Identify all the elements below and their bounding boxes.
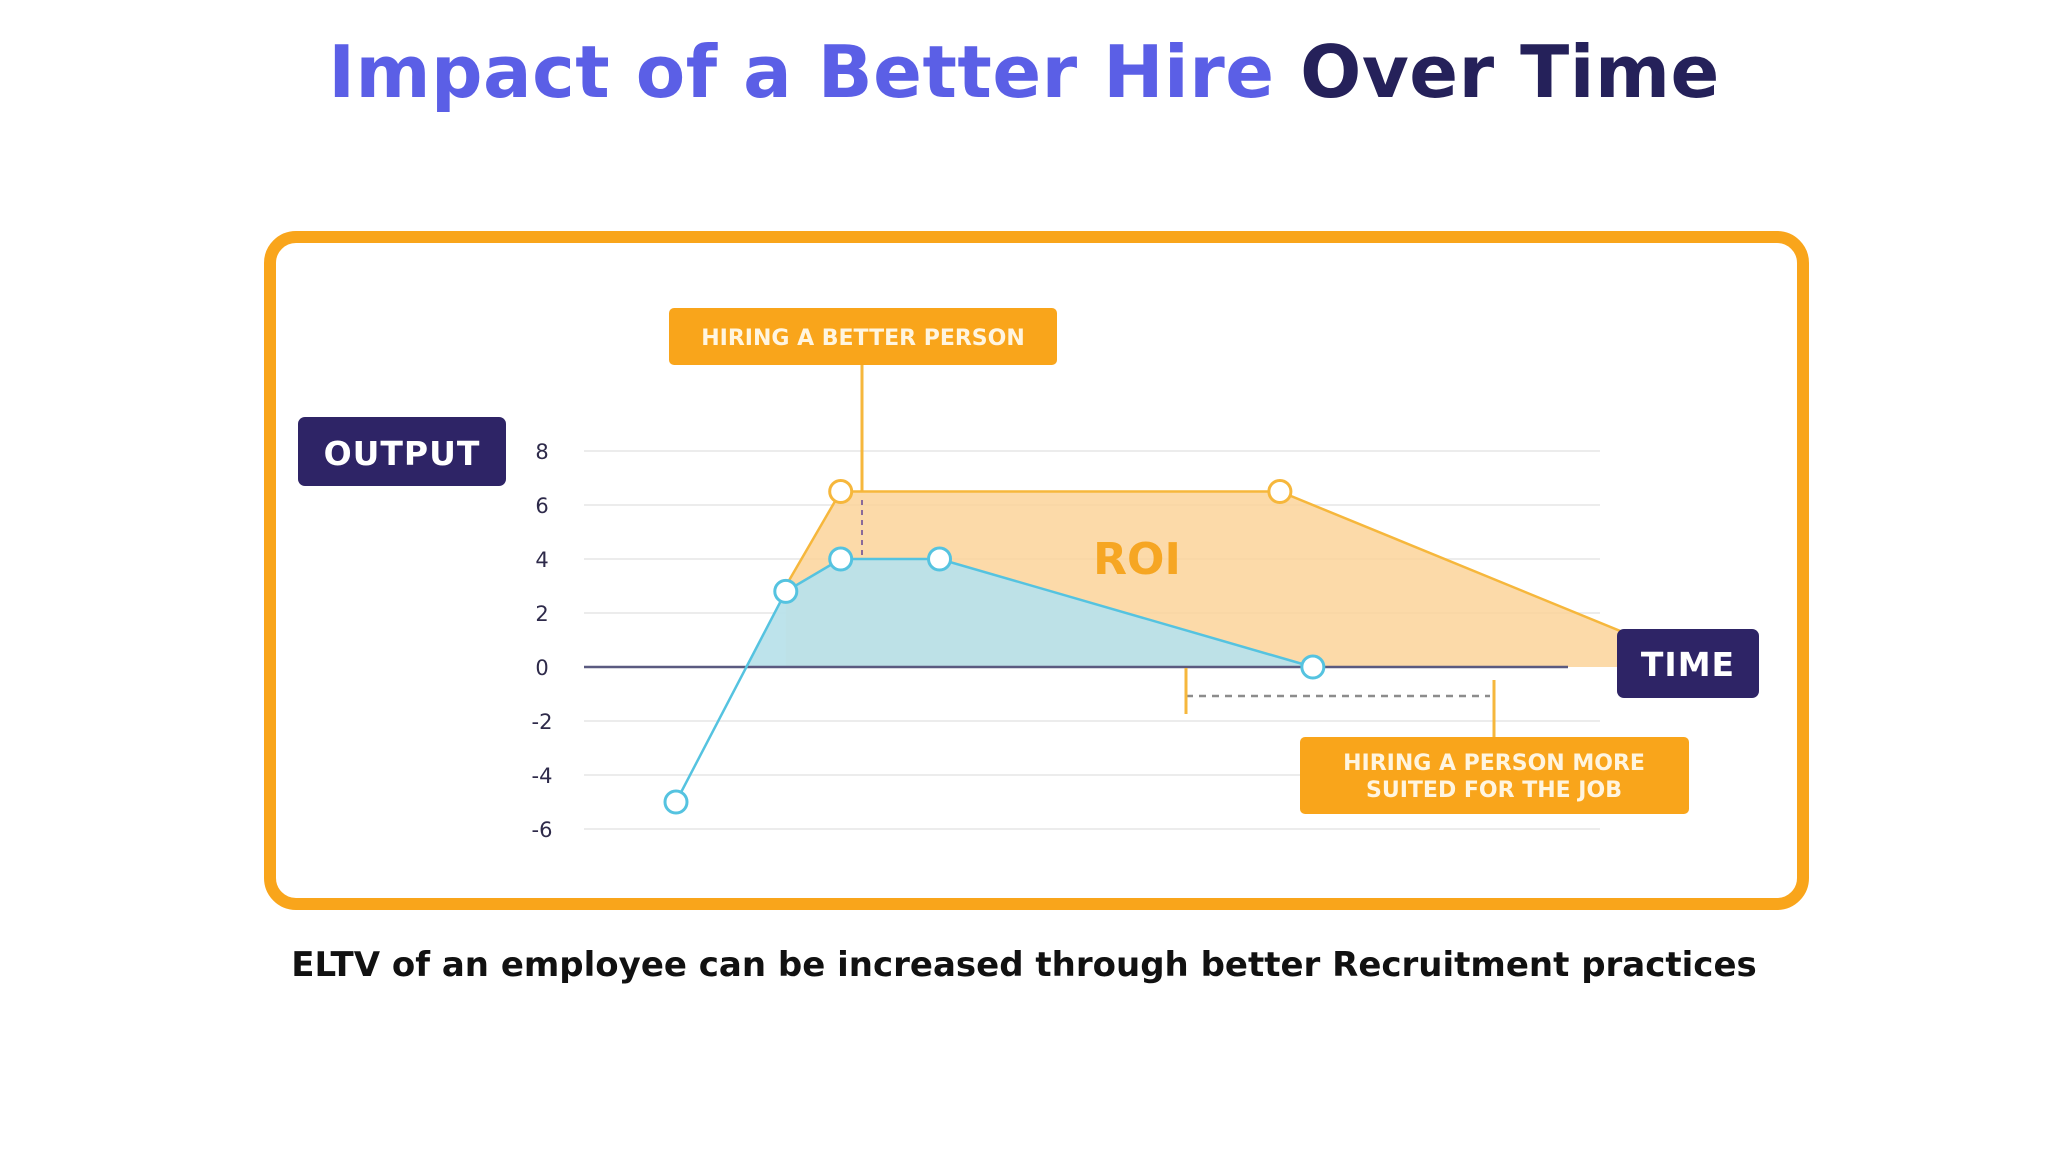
baseline-hire-point bbox=[773, 578, 799, 604]
y-ticks: 8 6 4 2 0 -2 -4 -6 bbox=[532, 440, 553, 842]
better-hire-point bbox=[828, 479, 854, 504]
better-person-label: HIRING A BETTER PERSON bbox=[701, 326, 1025, 351]
y-tick-label: 8 bbox=[535, 440, 548, 464]
time-label: TIME bbox=[1617, 629, 1759, 698]
baseline-hire-point bbox=[828, 546, 854, 572]
x-axis-label: TIME bbox=[1641, 645, 1735, 684]
suited-person-label-line2: SUITED FOR THE JOB bbox=[1366, 778, 1622, 803]
better-hire-point bbox=[1267, 479, 1293, 504]
y-tick-label: 6 bbox=[535, 494, 548, 518]
y-tick-label: -6 bbox=[532, 818, 553, 842]
suited-person-callout: HIRING A PERSON MORE SUITED FOR THE JOB bbox=[1300, 737, 1689, 814]
page-title: Impact of a Better Hire Over Time bbox=[0, 24, 2048, 120]
title-highlight: Impact of a Better Hire bbox=[328, 30, 1275, 114]
guides bbox=[860, 364, 1496, 738]
y-tick-label: -4 bbox=[532, 764, 553, 788]
y-tick-label: 0 bbox=[535, 656, 548, 680]
suited-person-label: HIRING A PERSON MORE SUITED FOR THE JOB bbox=[1343, 751, 1645, 803]
baseline-hire-area bbox=[746, 559, 1313, 667]
baseline-hire-point bbox=[927, 546, 953, 572]
y-axis-label: OUTPUT bbox=[324, 434, 481, 473]
baseline-hire-point bbox=[663, 789, 689, 815]
roi-label: ROI bbox=[1093, 534, 1181, 585]
better-person-callout: HIRING A BETTER PERSON bbox=[669, 308, 1057, 365]
y-tick-label: 2 bbox=[535, 602, 548, 626]
output-label: OUTPUT bbox=[298, 417, 506, 486]
caption: ELTV of an employee can be increased thr… bbox=[291, 945, 1757, 985]
suited-person-label-line1: HIRING A PERSON MORE bbox=[1343, 751, 1645, 776]
baseline-hire-point bbox=[1300, 654, 1326, 680]
y-tick-label: -2 bbox=[532, 710, 553, 734]
title-rest: Over Time bbox=[1300, 30, 1720, 114]
y-tick-label: 4 bbox=[535, 548, 548, 572]
areas bbox=[584, 490, 1709, 803]
better-hire-line bbox=[784, 490, 1709, 669]
